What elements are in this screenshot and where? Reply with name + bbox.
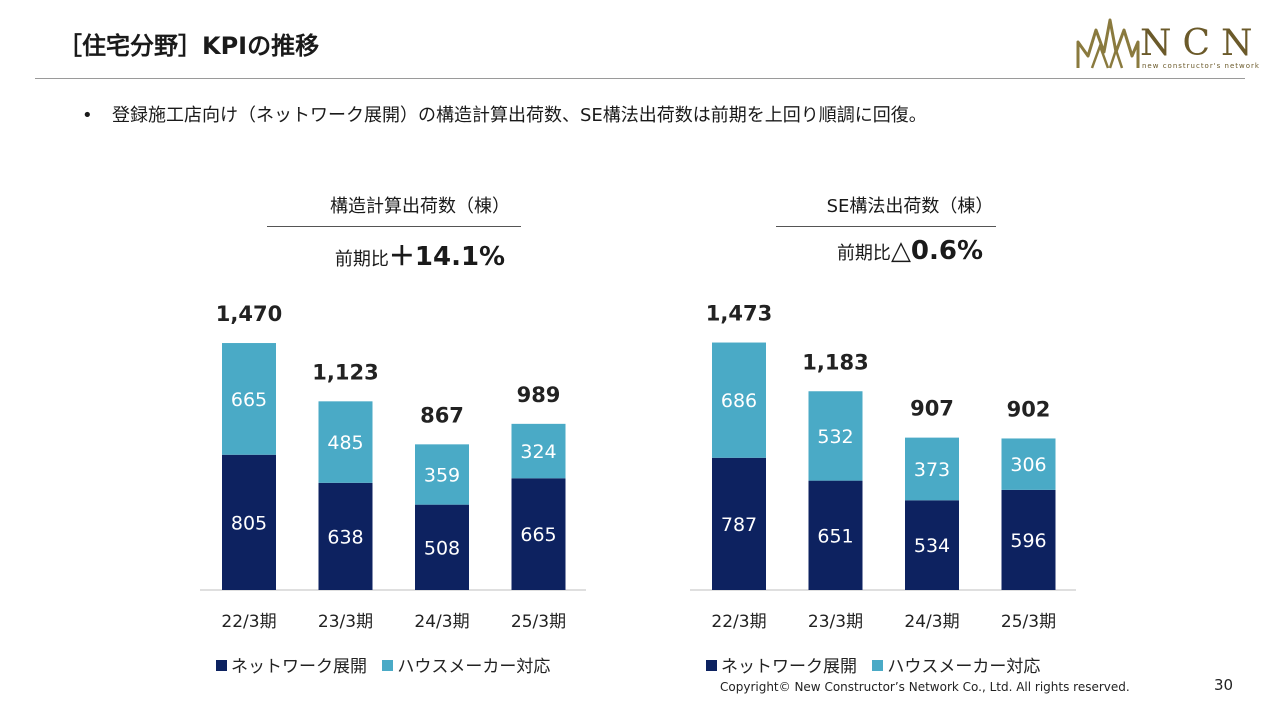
logo-mark-icon (1076, 18, 1140, 69)
chart-se-method: SE構法出荷数（棟） 前期比△0.6% 787 686 1,473 22/3期 651 5… (690, 180, 1130, 680)
yoy-label: 前期比 (334, 249, 389, 270)
data-label: 532 (817, 426, 853, 448)
data-label: 596 (1010, 530, 1046, 552)
bullet-dot-icon: • (82, 105, 93, 126)
bar-chart-svg: 805 665 1,470 22/3期 638 485 1,123 23/3期 508 359 86… (200, 302, 586, 632)
chart-title-rule (267, 226, 521, 227)
bar-segment (712, 457, 766, 590)
legend-label: ネットワーク展開 (231, 657, 367, 677)
total-label: 907 (910, 397, 954, 421)
chart-title: SE構法出荷数（棟） (826, 196, 994, 217)
yoy-ratio: 前期比△0.6% (690, 236, 1130, 266)
bar-segment (222, 454, 276, 590)
total-label: 1,123 (312, 360, 378, 384)
data-label: 665 (231, 389, 267, 411)
data-label: 324 (520, 441, 556, 463)
data-label: 306 (1010, 454, 1046, 476)
x-tick-label: 24/3期 (414, 612, 469, 632)
x-tick-label: 25/3期 (511, 612, 566, 632)
data-label: 373 (914, 459, 950, 481)
page-number: 30 (1214, 676, 1234, 694)
legend-item-housemaker: ハウスメーカー対応 (382, 657, 550, 677)
yoy-value: △0.6% (890, 236, 984, 266)
yoy-value: ＋14.1% (388, 242, 506, 272)
yoy-label: 前期比 (836, 243, 891, 264)
total-label: 902 (1007, 397, 1051, 421)
total-label: 989 (517, 383, 561, 407)
chart-structural-calc: 構造計算出荷数（棟） 前期比＋14.1% 805 665 1,470 22/3期 638… (200, 180, 640, 680)
data-label: 508 (424, 537, 460, 559)
bar-segment (511, 478, 566, 590)
logo-wordmark: NCN (1140, 23, 1264, 64)
data-label: 485 (327, 432, 363, 454)
legend-item-housemaker: ハウスメーカー対応 (872, 657, 1040, 677)
header-divider (35, 78, 1245, 79)
summary-text: 登録施工店向け（ネットワーク展開）の構造計算出荷数、SE構法出荷数は前期を上回り… (112, 105, 927, 126)
bar-segment (415, 444, 469, 505)
total-label: 867 (420, 403, 464, 427)
bar-segment (905, 500, 959, 590)
legend-item-network: ネットワーク展開 (706, 657, 857, 677)
legend-swatch (382, 660, 394, 671)
total-label: 1,473 (706, 302, 772, 326)
page-title: ［住宅分野］KPIの推移 (58, 32, 320, 60)
x-tick-label: 22/3期 (711, 612, 766, 632)
data-label: 651 (817, 525, 853, 547)
bar-segment (905, 437, 959, 501)
chart-title-rule (776, 226, 996, 227)
data-label: 359 (424, 465, 460, 487)
total-label: 1,470 (216, 302, 282, 326)
legend-label: ハウスメーカー対応 (397, 657, 551, 677)
legend-swatch (706, 660, 717, 671)
x-tick-label: 25/3期 (1001, 612, 1056, 632)
x-tick-label: 24/3期 (904, 612, 959, 632)
bar-segment (808, 480, 863, 590)
bar-segment (1001, 438, 1056, 490)
summary-bullet: • 登録施工店向け（ネットワーク展開）の構造計算出荷数、SE構法出荷数は前期を上回… (82, 101, 927, 127)
bar-segment (318, 482, 373, 590)
data-label: 686 (721, 390, 757, 412)
legend-label: ネットワーク展開 (721, 657, 857, 677)
x-tick-label: 22/3期 (221, 612, 276, 632)
yoy-ratio: 前期比＋14.1% (200, 236, 640, 273)
legend-label: ハウスメーカー対応 (887, 657, 1041, 677)
data-label: 787 (721, 514, 757, 536)
copyright-notice: Copyright© New Constructor’s Network Co.… (720, 680, 1130, 694)
legend-swatch (216, 660, 227, 671)
chart-title: 構造計算出荷数（棟） (330, 196, 510, 217)
bar-segment (712, 342, 766, 458)
x-tick-label: 23/3期 (318, 612, 373, 632)
bar-segment (415, 504, 469, 590)
bar-segment (222, 343, 276, 455)
bar-segment (318, 401, 373, 483)
legend-item-network: ネットワーク展開 (216, 657, 367, 677)
bar-segment (808, 391, 863, 481)
data-label: 665 (520, 524, 556, 546)
chart-legend: ネットワーク展開 ハウスメーカー対応 (706, 652, 1050, 677)
bar-segment (511, 423, 566, 479)
data-label: 638 (327, 526, 363, 548)
x-tick-label: 23/3期 (808, 612, 863, 632)
bar-segment (1001, 489, 1056, 590)
chart-legend: ネットワーク展開 ハウスメーカー対応 (216, 652, 560, 677)
total-label: 1,183 (802, 350, 868, 374)
ncn-logo: NCN new constructor's network (1074, 12, 1259, 72)
bar-chart-svg: 787 686 1,473 22/3期 651 532 1,183 23/3期 534 373 90… (690, 302, 1076, 632)
logo-tagline: new constructor's network (1142, 62, 1260, 70)
legend-swatch (872, 660, 884, 671)
data-label: 534 (914, 535, 950, 557)
data-label: 805 (231, 512, 267, 534)
